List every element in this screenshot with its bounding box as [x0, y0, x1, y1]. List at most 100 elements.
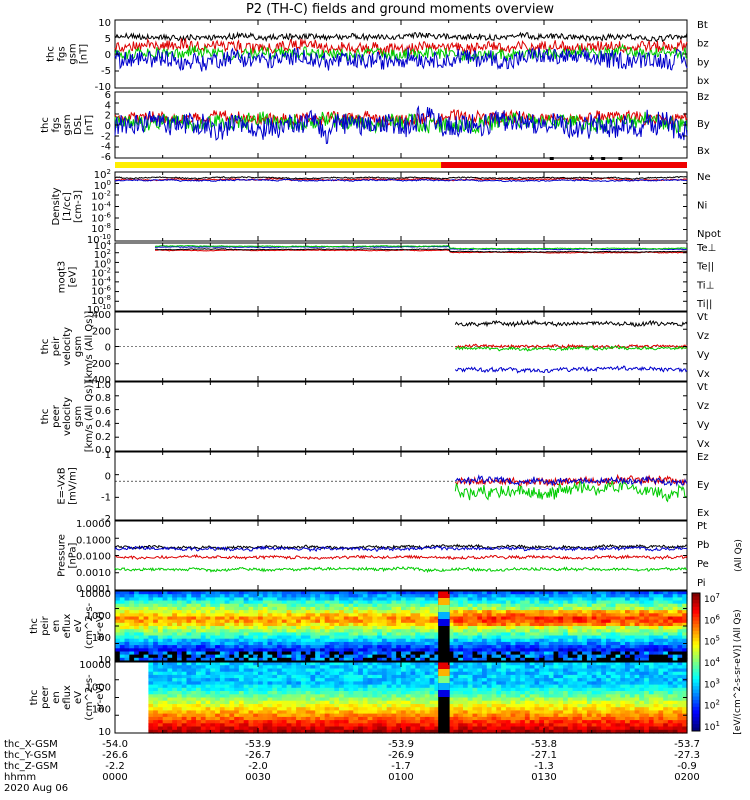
spectrogram-cell: [210, 638, 216, 643]
spectrogram-cell: [501, 678, 507, 682]
spectrogram-cell: [544, 622, 550, 627]
spectrogram-cell: [258, 678, 264, 682]
spectrogram-cell: [524, 641, 531, 646]
spectrogram-cell: [505, 723, 512, 728]
spectrogram-cell: [501, 700, 507, 705]
spectrogram-cell: [129, 641, 135, 646]
spectrogram-cell: [491, 723, 497, 728]
spectrogram-cell: [210, 626, 216, 630]
spectrogram-cell: [448, 687, 455, 692]
spectrogram-cell: [286, 635, 292, 640]
spectrogram-cell: [615, 654, 621, 659]
spectrogram-cell: [505, 613, 512, 618]
spectrogram-cell: [186, 694, 192, 699]
spectrogram-cell: [243, 654, 250, 659]
y-axis-label: gsm: [73, 336, 84, 357]
spectrogram-cell: [224, 645, 230, 649]
spectrogram-cell: [625, 603, 631, 608]
spectrogram-cell: [177, 606, 183, 611]
spectrogram-cell: [520, 668, 526, 673]
y-axis-label: gsm: [68, 43, 79, 64]
spectrogram-cell: [358, 654, 364, 659]
spectrogram-cell: [648, 626, 655, 630]
spectrogram-cell: [482, 606, 488, 611]
spectrogram-cell: [520, 691, 526, 695]
spectrogram-cell: [663, 648, 669, 653]
spectrogram-cell: [224, 606, 230, 611]
spectrogram-cell: [420, 616, 426, 621]
spectrogram-cell: [167, 610, 173, 614]
spectrogram-cell: [524, 635, 531, 640]
spectrogram-cell: [277, 674, 283, 679]
spectrogram-cell: [329, 707, 335, 711]
spectrogram-cell: [277, 710, 283, 715]
spectrogram-cell: [343, 694, 350, 699]
spectrogram-cell: [348, 638, 354, 643]
spectrogram-cell: [329, 678, 335, 682]
spectrogram-cell: [415, 674, 421, 679]
spectrogram-cell: [138, 603, 145, 608]
spectrogram-cell: [429, 591, 435, 595]
spectrogram-cell: [234, 668, 240, 673]
spectrogram-cell: [243, 681, 250, 686]
spectrogram-cell: [367, 678, 373, 682]
spectrogram-cell: [167, 704, 173, 708]
spectrogram-cell: [505, 635, 512, 640]
spectrogram-cell: [405, 622, 412, 627]
spectrogram-cell: [429, 632, 435, 637]
spectrogram-cell: [157, 622, 164, 627]
spectrogram-cell: [653, 613, 659, 618]
spectrogram-cell: [658, 626, 664, 630]
spectrogram-cell: [377, 657, 383, 662]
spectrogram-cell: [401, 654, 407, 659]
spectrogram-cell: [381, 648, 388, 653]
spectrogram-cell: [396, 707, 402, 711]
spectrogram-cell: [305, 684, 312, 689]
spectrogram-cell: [191, 687, 197, 692]
spectrogram-cell: [148, 681, 154, 686]
spectrogram-cell: [162, 713, 169, 718]
spectrogram-cell: [300, 626, 307, 630]
spectrogram-cell: [434, 700, 440, 705]
spectrogram-cell: [391, 591, 397, 595]
spectrogram-cell: [524, 729, 531, 734]
spectrogram-cell: [377, 603, 383, 608]
spectrogram-cell: [563, 613, 569, 618]
spectrogram-cell: [401, 603, 407, 608]
spectrogram-cell: [191, 697, 197, 702]
spectrogram-cell: [591, 632, 598, 637]
spectrogram-cell: [405, 707, 412, 711]
spectrogram-cell: [567, 629, 574, 633]
spectrogram-cell: [424, 687, 431, 692]
spectrogram-cell: [119, 606, 126, 611]
spectrogram-cell: [420, 687, 426, 692]
spectrogram-cell: [300, 678, 307, 682]
spectrogram-cell: [391, 665, 397, 669]
spectrogram-cell: [610, 638, 617, 643]
spectrogram-cell: [281, 697, 288, 702]
spectrogram-cell: [515, 632, 521, 637]
spectrogram-cell: [491, 594, 497, 598]
spectrogram-cell: [667, 610, 674, 614]
spectrogram-cell: [353, 716, 359, 721]
spectrogram-cell: [258, 729, 264, 734]
spectrogram-cell: [510, 610, 516, 614]
spectrogram-cell: [172, 629, 178, 633]
spectrogram-cell: [172, 665, 178, 669]
spectrogram-cell: [267, 645, 273, 649]
spectrogram-cell: [663, 645, 669, 649]
spectrogram-cell: [377, 681, 383, 686]
spectrogram-cell: [258, 681, 264, 686]
spectrogram-cell: [572, 619, 578, 624]
spectrogram-cell: [572, 603, 578, 608]
spectrogram-cell: [191, 629, 197, 633]
spectrogram-cell: [558, 651, 564, 656]
spectrogram-cell: [134, 641, 140, 646]
y-tick-label: 10-10: [87, 233, 111, 246]
spectrogram-cell: [200, 591, 207, 595]
spectrogram-cell: [663, 591, 669, 595]
spectrogram-cell: [582, 616, 588, 621]
spectrogram-cell: [396, 606, 402, 611]
spectrogram-cell: [553, 638, 559, 643]
spectrogram-cell: [129, 616, 135, 621]
